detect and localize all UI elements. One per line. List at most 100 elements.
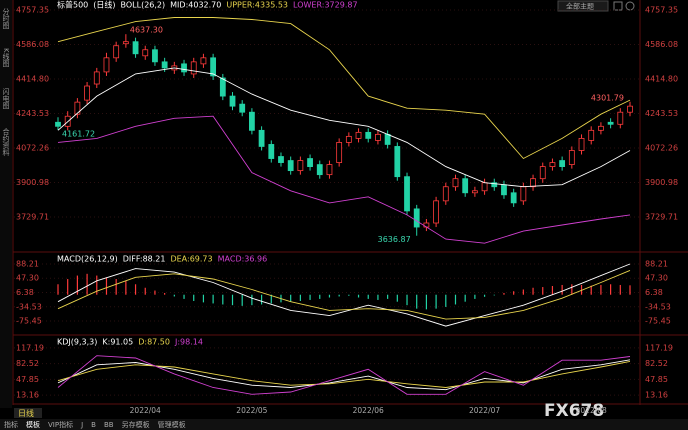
theme-dropdown[interactable] bbox=[557, 0, 609, 12]
bottom-tab[interactable]: 管理模板 bbox=[158, 420, 186, 429]
candle-body bbox=[442, 186, 449, 202]
x-tick-label: 2022/06 bbox=[353, 406, 384, 415]
candle-body bbox=[248, 111, 255, 131]
candle-body bbox=[268, 144, 275, 159]
sidebar-tab[interactable]: K线图 bbox=[2, 48, 10, 68]
indicator-line bbox=[57, 17, 631, 160]
candle-body bbox=[404, 176, 410, 212]
price-annotation: 4301.79 bbox=[591, 93, 624, 102]
candle-body bbox=[239, 103, 246, 113]
candle-body bbox=[181, 63, 187, 73]
y-tick-label-left: 13.16 bbox=[16, 391, 39, 400]
y-tick-label-left: 82.52 bbox=[16, 359, 39, 368]
y-tick-label: 47.30 bbox=[645, 274, 668, 283]
candle-body bbox=[394, 146, 401, 178]
x-tick-label: 2022/07 bbox=[469, 406, 500, 415]
y-tick-label: 82.52 bbox=[645, 359, 668, 368]
y-tick-label: 3900.98 bbox=[645, 178, 678, 187]
y-tick-label-left: 4414.80 bbox=[16, 75, 49, 84]
sidebar bbox=[0, 0, 12, 408]
candle-body bbox=[617, 111, 624, 125]
candle-body bbox=[161, 61, 168, 69]
legend-entry: MACD(26,12,9) bbox=[57, 255, 118, 264]
legend-entry: J:98.14 bbox=[174, 338, 203, 347]
candle-body bbox=[568, 150, 575, 165]
candle-body bbox=[55, 121, 61, 127]
legend-entry: MID:4032.70 bbox=[170, 1, 221, 10]
candle-body bbox=[210, 57, 217, 77]
candle-body bbox=[316, 164, 323, 176]
indicator-line bbox=[57, 269, 631, 320]
bottom-bar bbox=[0, 419, 688, 430]
candle-body bbox=[452, 178, 459, 188]
watermark: FX678 bbox=[544, 401, 604, 421]
candle-body bbox=[627, 105, 633, 113]
sidebar-tab[interactable]: 合约资料 bbox=[2, 127, 10, 157]
candle-body bbox=[200, 57, 207, 65]
bottom-tab[interactable]: BB bbox=[104, 421, 114, 429]
candle-body bbox=[607, 121, 614, 125]
bottom-tab[interactable]: 指标 bbox=[4, 420, 18, 429]
theme-label[interactable]: 全部主题 bbox=[566, 2, 594, 11]
candle-body bbox=[84, 85, 90, 101]
y-tick-label-left: 47.30 bbox=[16, 274, 39, 283]
candle-body bbox=[588, 129, 595, 141]
y-tick-label: 4072.26 bbox=[645, 144, 678, 153]
period-tab-bg[interactable] bbox=[14, 408, 42, 418]
bottom-tab[interactable]: VIP指标 bbox=[48, 420, 73, 429]
candle-body bbox=[462, 178, 469, 194]
bottom-tab[interactable]: J bbox=[80, 421, 83, 429]
candle-body bbox=[93, 71, 100, 85]
bottom-tab[interactable]: B bbox=[91, 421, 96, 429]
candle-body bbox=[510, 192, 517, 204]
candle-body bbox=[549, 162, 556, 167]
bottom-tab[interactable]: 模板 bbox=[26, 420, 40, 429]
y-tick-label-left: 4757.35 bbox=[16, 6, 49, 15]
candle-body bbox=[229, 95, 236, 107]
y-tick-label: -75.45 bbox=[645, 317, 671, 326]
candle-body bbox=[287, 160, 294, 172]
legend-entry: UPPER:4335.53 bbox=[226, 1, 288, 10]
sidebar-tab[interactable]: 分时图 bbox=[2, 7, 10, 30]
price-annotation: 3636.87 bbox=[378, 235, 411, 244]
y-tick-label: 117.19 bbox=[645, 343, 673, 352]
bottom-tab[interactable]: 另存模板 bbox=[122, 420, 150, 429]
legend-entry: DEA:69.73 bbox=[170, 255, 212, 264]
candle-body bbox=[530, 178, 536, 188]
candle-body bbox=[559, 160, 566, 167]
candle-body bbox=[74, 101, 81, 115]
candle-body bbox=[355, 131, 362, 139]
candle-body bbox=[326, 164, 333, 176]
y-tick-label-left: -34.53 bbox=[16, 302, 42, 311]
y-tick-label-left: 47.85 bbox=[16, 375, 39, 384]
candle-body bbox=[345, 135, 352, 143]
candle-body bbox=[152, 49, 158, 63]
legend-entry: D:87.50 bbox=[138, 338, 170, 347]
y-tick-label: 13.16 bbox=[645, 391, 668, 400]
legend-entry: 标普500 bbox=[57, 0, 88, 10]
legend-entry: DIFF:88.21 bbox=[123, 255, 166, 264]
candle-body bbox=[103, 57, 110, 73]
candle-body bbox=[481, 182, 488, 192]
x-tick-label: 2022/05 bbox=[236, 406, 267, 415]
legend-entry: MACD:36.96 bbox=[218, 255, 268, 264]
candle-body bbox=[219, 77, 226, 97]
y-tick-label: 47.85 bbox=[645, 375, 668, 384]
candle-body bbox=[501, 184, 507, 196]
candle-body bbox=[384, 133, 391, 145]
y-tick-label-left: 88.21 bbox=[16, 259, 39, 268]
y-tick-label-left: 3900.98 bbox=[16, 178, 49, 187]
candle-body bbox=[598, 125, 604, 131]
candle-body bbox=[132, 41, 139, 55]
sidebar-tab[interactable]: 闪电图 bbox=[2, 87, 10, 110]
candle-body bbox=[122, 41, 129, 45]
period-tab[interactable]: 日线 bbox=[18, 408, 34, 418]
indicator-line bbox=[57, 115, 631, 244]
candle-body bbox=[375, 133, 381, 141]
candle-body bbox=[258, 129, 265, 147]
y-tick-label: 4243.53 bbox=[645, 109, 678, 118]
candle-body bbox=[520, 186, 527, 202]
legend-entry: K:91.05 bbox=[102, 338, 133, 347]
